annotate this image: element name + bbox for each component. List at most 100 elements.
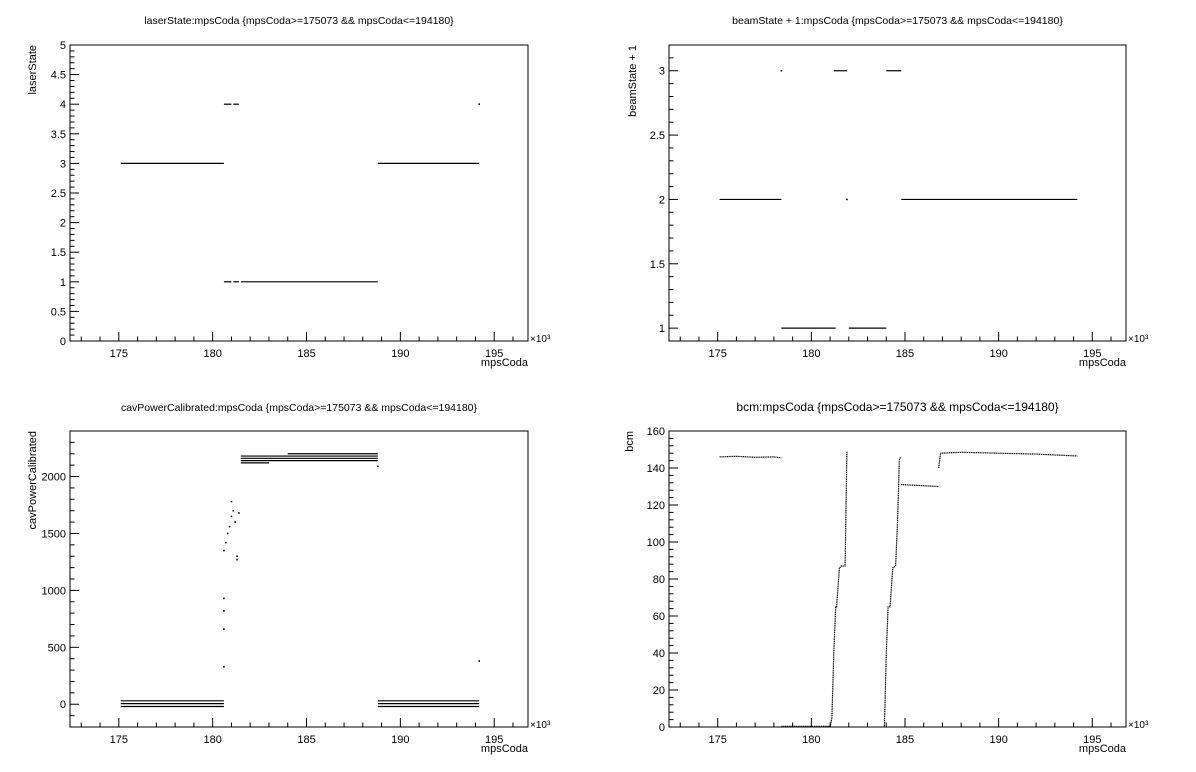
x-tick-label: 185 [896,348,914,360]
y-tick-label: 1.5 [51,247,66,259]
y-axis-label: laserState [27,45,39,95]
data-point [223,610,225,612]
data-point [478,103,480,105]
x-tick-label: 195 [485,734,503,746]
x-tick-label: 175 [709,734,727,746]
chart-2: beamState + 1:mpsCoda {mpsCoda>=175073 &… [627,15,1149,369]
data-point [377,465,379,468]
y-tick-label: 4.5 [51,70,66,82]
x-tick-label: 195 [485,348,503,360]
x-tick-label: 185 [896,734,914,746]
y-tick-label: 3.5 [51,129,66,141]
chart-title: cavPowerCalibrated:mpsCoda {mpsCoda>=175… [121,402,478,414]
data-series-line [938,451,1078,469]
y-tick-label: 1000 [42,585,66,597]
data-point [846,198,848,201]
x-tick-label: 190 [391,348,409,360]
y-tick-label: 3 [60,158,66,170]
x-tick-label: 190 [989,734,1007,746]
y-tick-label: 1.5 [650,259,665,271]
x-tick-label: 180 [203,734,221,746]
y-axis-label: cavPowerCalibrated [27,431,39,529]
x-multiplier-label: ×10³ [530,334,551,345]
y-tick-label: 1 [659,323,665,335]
y-tick-label: 2 [60,218,66,230]
data-series-line [719,455,782,459]
x-tick-label: 185 [297,348,315,360]
data-point [230,515,233,518]
y-tick-label: 1 [60,277,66,289]
y-axis-label: beamState + 1 [627,45,639,117]
y-axis-label: bcm [624,431,636,452]
y-tick-label: 40 [653,648,665,660]
chart-title: beamState + 1:mpsCoda {mpsCoda>=175073 &… [732,15,1063,27]
x-tick-label: 185 [297,734,315,746]
data-series-line [901,484,939,488]
data-series-line [883,456,902,727]
plot-frame [668,430,1127,728]
chart-3: cavPowerCalibrated:mpsCoda {mpsCoda>=175… [27,402,551,755]
y-tick-label: 2.5 [650,130,665,142]
y-tick-label: 3 [659,66,665,78]
x-axis-label: mpsCoda [1079,357,1127,369]
chart-4: bcm:mpsCoda {mpsCoda>=175073 && mpsCoda<… [624,400,1149,755]
x-tick-label: 175 [110,348,128,360]
y-tick-label: 100 [647,537,665,549]
data-point [236,555,238,558]
y-tick-label: 1500 [42,528,66,540]
chart-title: bcm:mpsCoda {mpsCoda>=175073 && mpsCoda<… [736,400,1058,414]
data-point [224,541,227,544]
y-tick-label: 140 [647,463,665,475]
plot-frame [69,44,529,342]
data-point [223,628,225,630]
y-tick-label: 5 [60,40,66,52]
x-axis-label: mpsCoda [481,357,529,369]
data-point [228,525,231,528]
x-tick-label: 195 [1083,734,1101,746]
y-tick-label: 2 [659,194,665,206]
y-tick-label: 2.5 [51,188,66,200]
plot-frame [69,430,529,728]
data-point [230,500,233,503]
data-point [232,509,235,512]
y-tick-label: 0 [60,336,66,348]
x-tick-label: 175 [110,734,128,746]
x-tick-label: 180 [203,348,221,360]
y-tick-label: 80 [653,574,665,586]
y-tick-label: 60 [653,611,665,623]
chart-title: laserState:mpsCoda {mpsCoda>=175073 && m… [144,15,454,27]
y-tick-label: 0.5 [51,306,66,318]
data-point [780,69,783,72]
x-multiplier-label: ×10³ [530,720,551,731]
x-tick-label: 195 [1083,348,1101,360]
data-point [223,549,225,552]
x-axis-label: mpsCoda [481,743,529,755]
x-tick-label: 190 [391,734,409,746]
data-point [234,521,236,523]
data-point [226,532,229,535]
y-tick-label: 2000 [42,472,66,484]
x-tick-label: 175 [709,348,727,360]
y-tick-label: 4 [60,99,66,111]
data-point [238,512,240,514]
data-point [236,558,238,561]
y-tick-label: 0 [659,722,665,734]
data-point [223,665,225,668]
x-multiplier-label: ×10³ [1128,334,1149,345]
chart-1: laserState:mpsCoda {mpsCoda>=175073 && m… [27,15,551,369]
plot-frame [668,44,1127,342]
y-tick-label: 0 [60,699,66,711]
data-series-line [781,451,848,728]
y-tick-label: 20 [653,685,665,697]
x-tick-label: 180 [802,734,820,746]
data-point [478,660,480,662]
x-axis-label: mpsCoda [1079,743,1127,755]
y-tick-label: 160 [647,426,665,438]
x-tick-label: 180 [802,348,820,360]
x-multiplier-label: ×10³ [1128,720,1149,731]
y-tick-label: 500 [48,642,66,654]
data-point [223,597,225,600]
y-tick-label: 120 [647,500,665,512]
x-tick-label: 190 [989,348,1007,360]
